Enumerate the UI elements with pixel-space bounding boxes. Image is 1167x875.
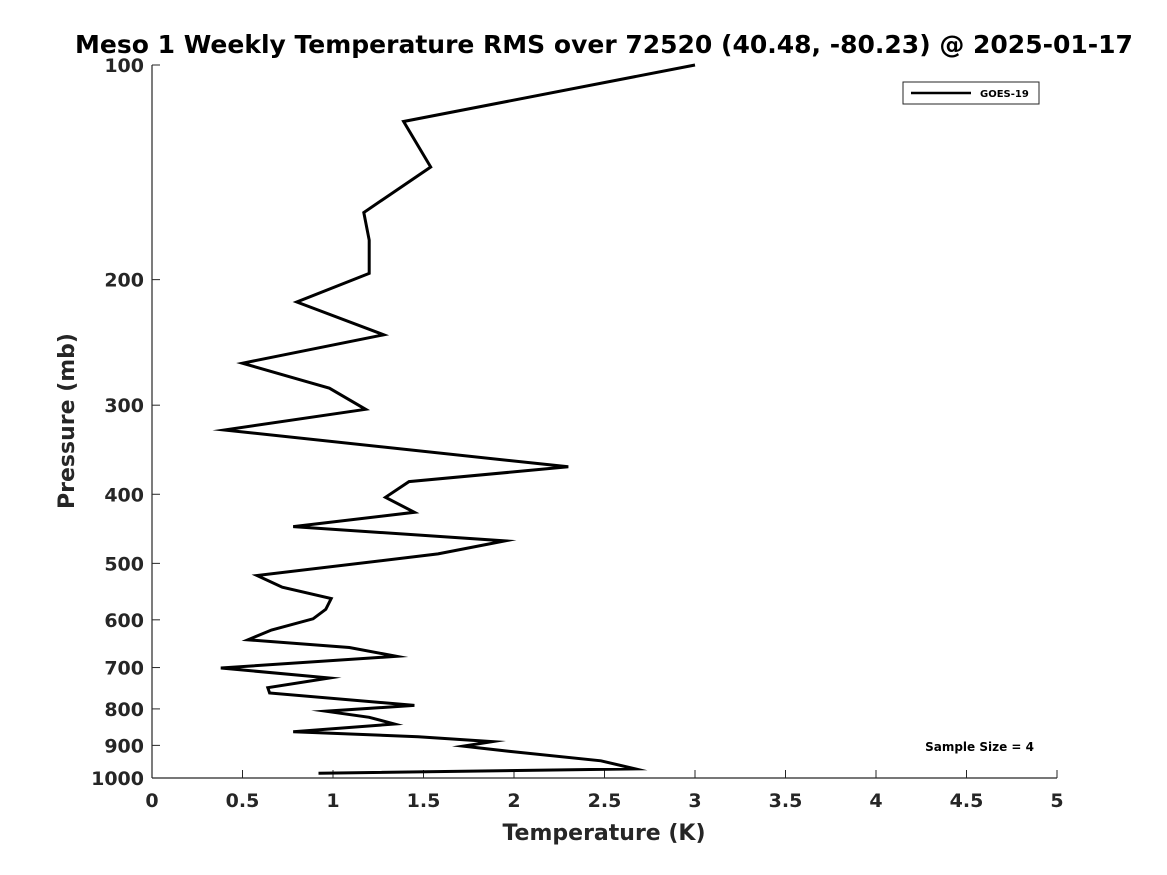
- y-tick-label: 700: [104, 658, 144, 680]
- y-tick-label: 400: [104, 484, 144, 506]
- y-tick-label: 900: [104, 735, 144, 757]
- y-tick-label: 800: [104, 699, 144, 721]
- x-tick-label: 2.5: [588, 790, 622, 812]
- y-axis-label: Pressure (mb): [55, 333, 80, 509]
- x-tick-label: 3: [688, 790, 701, 812]
- x-axis-label: Temperature (K): [502, 821, 705, 846]
- x-tick-label: 1.5: [407, 790, 441, 812]
- x-tick-label: 2: [507, 790, 520, 812]
- x-tick-label: 4.5: [950, 790, 984, 812]
- series-line-goes-19: [212, 63, 696, 775]
- legend: GOES-19: [902, 81, 1040, 105]
- x-tick-label: 0: [145, 790, 158, 812]
- y-tick-label: 1000: [91, 768, 144, 790]
- y-tick-label: 600: [104, 610, 144, 632]
- y-tick-label: 300: [104, 395, 144, 417]
- x-ticks: 0 0.5 1 1.5 2 2.5 3 3.5 4 4.5 5: [145, 770, 1064, 812]
- y-tick-label: 100: [104, 55, 144, 77]
- x-tick-label: 0.5: [226, 790, 260, 812]
- y-tick-label: 500: [104, 553, 144, 575]
- series-layer: [212, 63, 696, 775]
- x-tick-label: 4: [869, 790, 882, 812]
- x-tick-label: 5: [1050, 790, 1063, 812]
- legend-label-goes-19: GOES-19: [980, 89, 1029, 100]
- sample-size-annotation: Sample Size = 4: [925, 740, 1034, 754]
- y-tick-label: 200: [104, 270, 144, 292]
- chart-title: Meso 1 Weekly Temperature RMS over 72520…: [75, 30, 1133, 59]
- x-tick-label: 3.5: [769, 790, 803, 812]
- x-tick-label: 1: [326, 790, 339, 812]
- y-ticks: 100 200 300 400 500 600 700 800 900 1000: [91, 55, 160, 790]
